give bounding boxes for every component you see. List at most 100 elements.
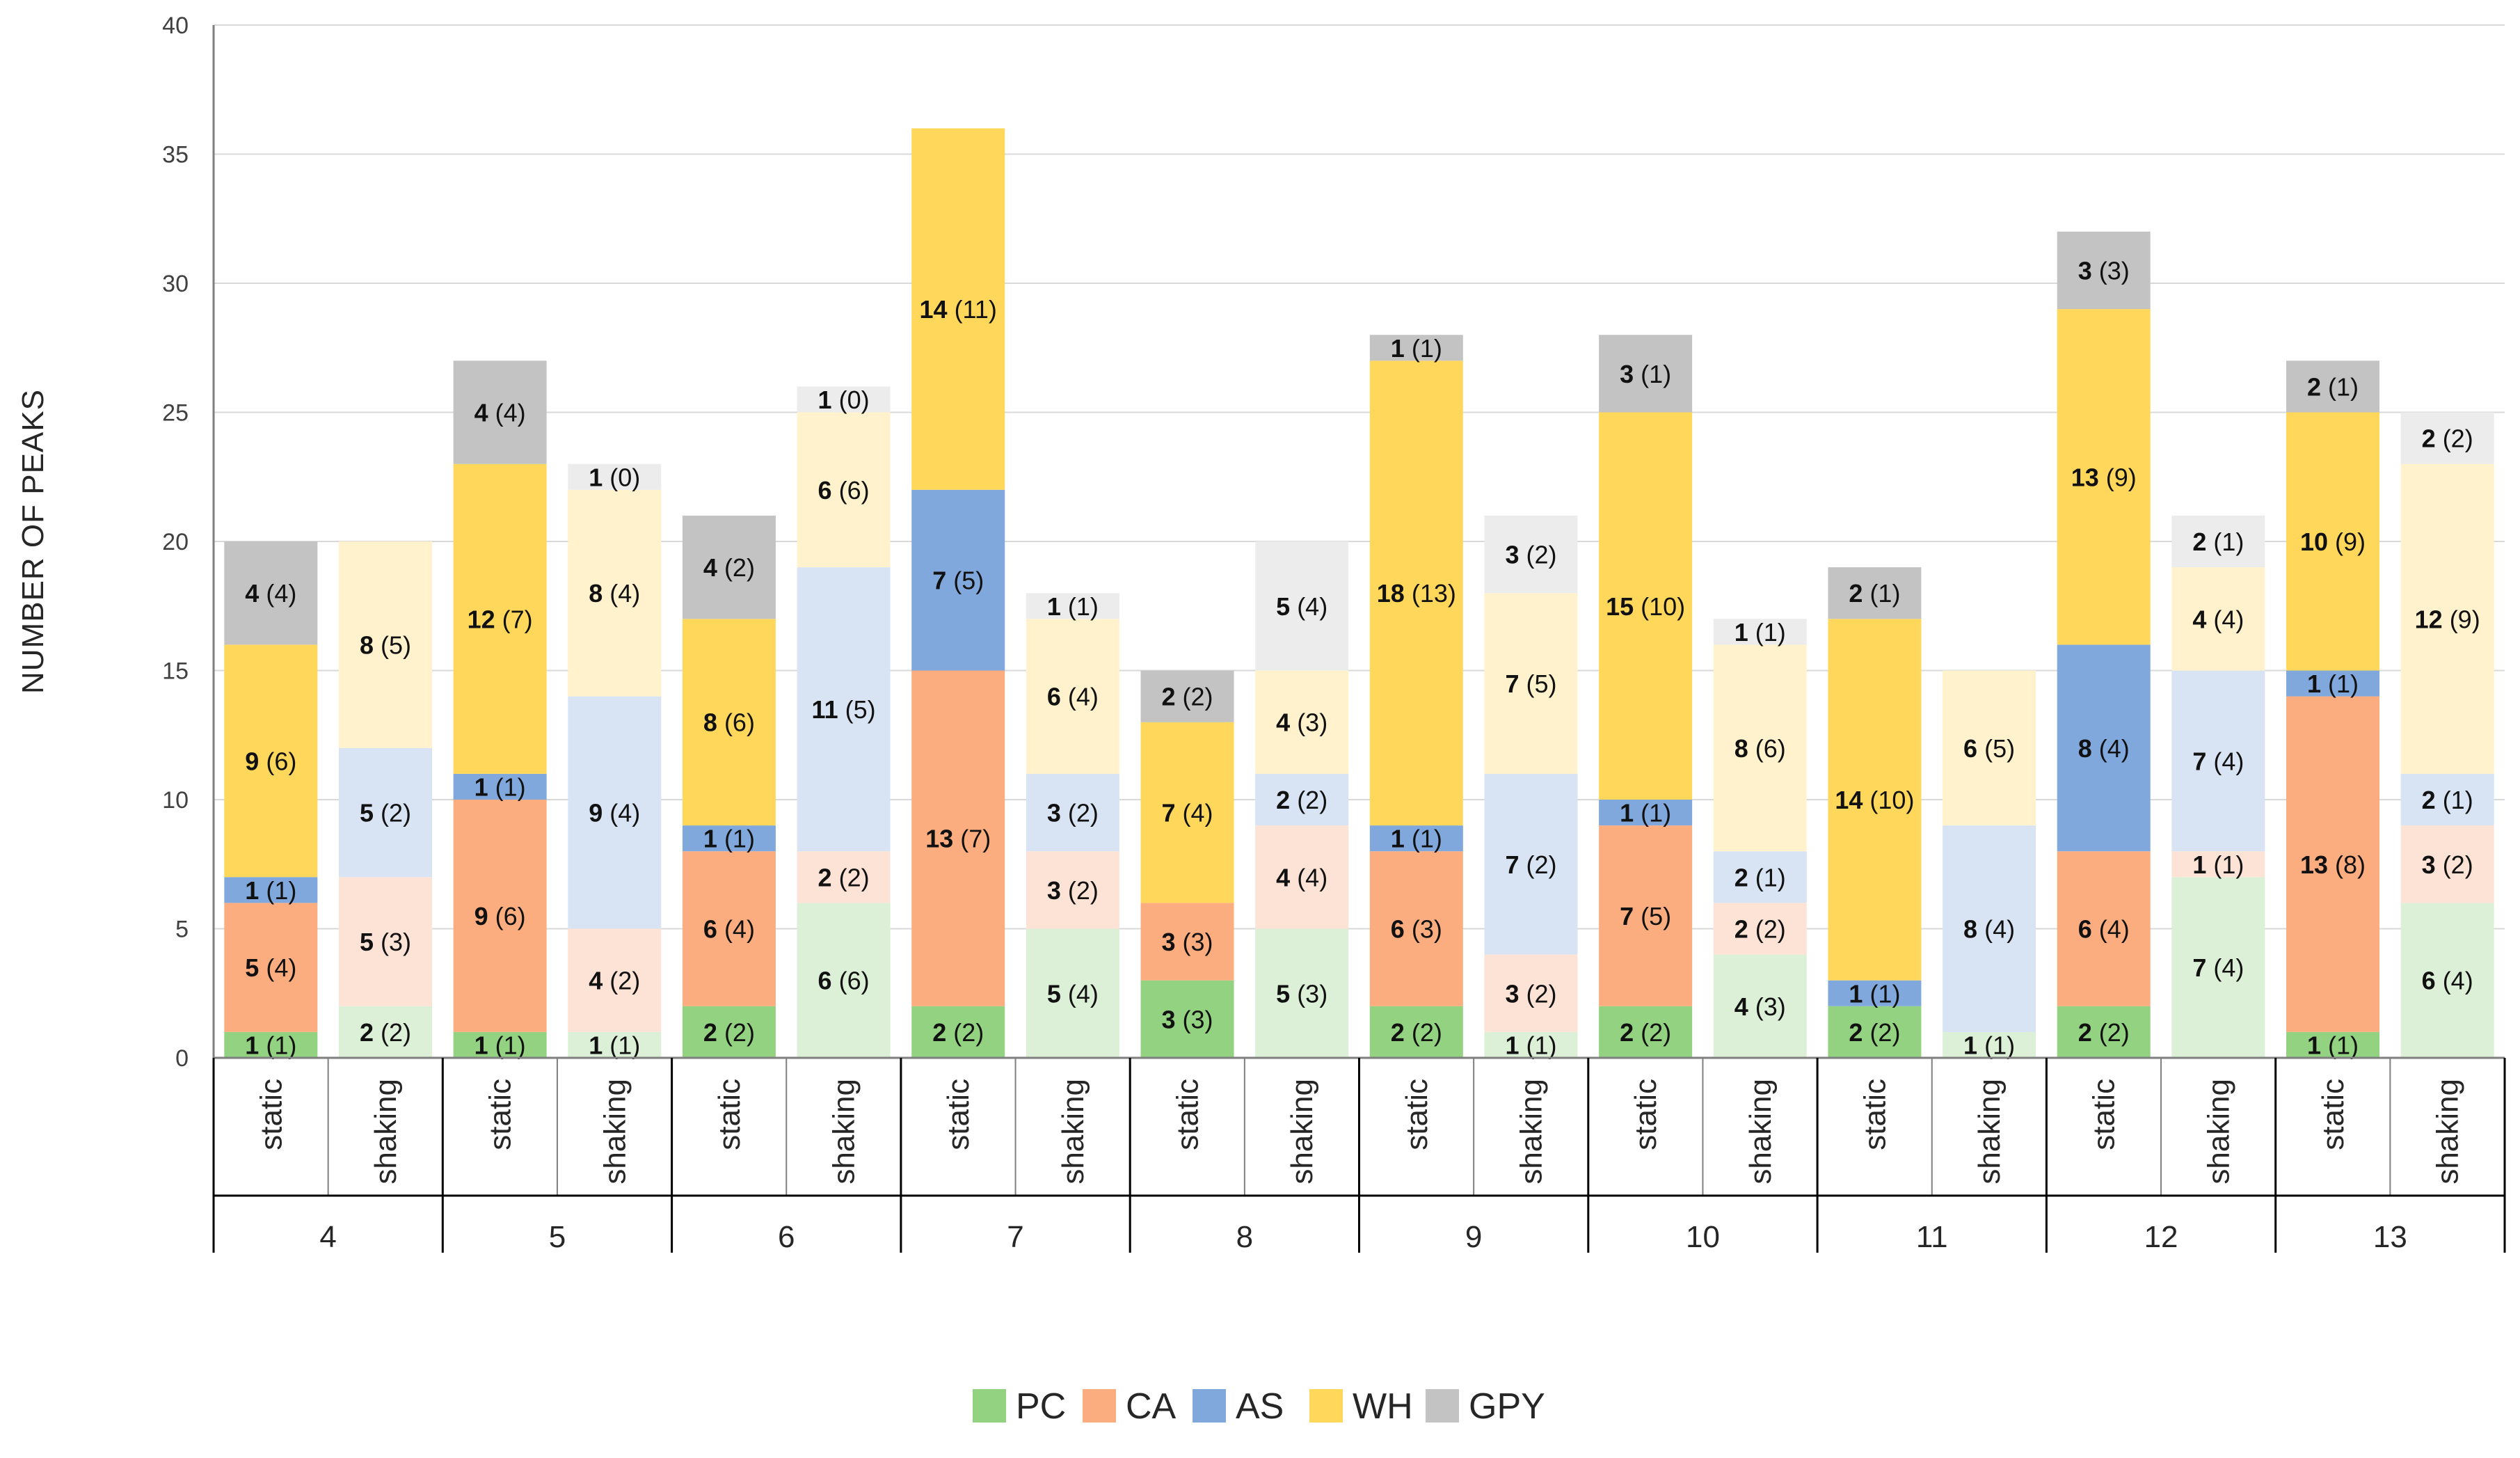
segment-data-label: 2 (1) — [2422, 786, 2473, 814]
bar-segment-as — [797, 567, 891, 852]
y-tick-label: 0 — [175, 1045, 189, 1072]
bar-segment-wh — [2400, 463, 2494, 774]
bar-segment-gpy — [1140, 670, 1234, 722]
bar-segment-gpy — [2400, 412, 2494, 464]
condition-label: shaking — [1514, 1079, 1548, 1184]
bar-segment-ca — [1713, 903, 1807, 955]
segment-data-label: 13 (8) — [2300, 850, 2366, 879]
bar-segment-ca — [911, 670, 1005, 1006]
segment-data-label: 8 (6) — [703, 708, 755, 737]
bar-segment-as — [568, 696, 662, 929]
bar-segment-pc — [797, 903, 891, 1058]
segment-data-label: 1 (1) — [245, 1031, 296, 1059]
bar-segment-wh — [224, 644, 318, 878]
bar-segment-as — [2057, 644, 2151, 852]
condition-label: shaking — [598, 1079, 632, 1184]
condition-label: shaking — [827, 1079, 861, 1184]
segment-data-label: 12 (7) — [468, 605, 533, 633]
group-label: 5 — [549, 1220, 566, 1254]
segment-data-label: 4 (4) — [2192, 605, 2244, 633]
segment-data-label: 3 (3) — [1162, 928, 1213, 956]
group-label: 6 — [778, 1220, 795, 1254]
segment-data-label: 2 (2) — [1391, 1018, 1442, 1047]
segment-data-label: 2 (1) — [1735, 863, 1786, 892]
segment-data-label: 2 (1) — [1849, 579, 1900, 608]
segment-data-label: 1 (1) — [1963, 1031, 2015, 1059]
bar-segment-ca — [2400, 825, 2494, 903]
bar-segment-wh — [1026, 619, 1119, 774]
segment-data-label: 3 (2) — [1505, 979, 1556, 1008]
segment-data-label: 3 (2) — [1047, 799, 1099, 827]
segment-data-label: 8 (5) — [360, 631, 411, 659]
legend-swatch-ca — [1083, 1389, 1116, 1423]
group-label: 7 — [1007, 1220, 1023, 1254]
bar-segment-ca — [1255, 825, 1349, 929]
legend-swatch-as — [1193, 1389, 1226, 1423]
group-label: 13 — [2373, 1220, 2407, 1254]
legend-label-ca: CA — [1126, 1386, 1177, 1427]
segment-data-label: 11 (5) — [812, 695, 876, 724]
condition-label: shaking — [1285, 1079, 1319, 1184]
bar-segment-ca — [568, 928, 662, 1032]
condition-label: static — [1171, 1079, 1205, 1150]
segment-data-label: 12 (9) — [2415, 605, 2480, 633]
bar-segment-pc — [224, 1031, 318, 1058]
bar-segment-gpy — [1713, 619, 1807, 645]
segment-data-label: 4 (2) — [589, 967, 640, 995]
segment-data-label: 6 (4) — [2422, 967, 2473, 995]
bar-segment-wh — [1713, 644, 1807, 852]
condition-label: static — [1400, 1079, 1434, 1150]
segment-data-label: 1 (1) — [2192, 850, 2244, 879]
bar-segment-gpy — [1599, 335, 1693, 413]
segment-data-label: 7 (4) — [2192, 953, 2244, 982]
bar-segment-ca — [1599, 825, 1693, 1006]
group-label: 10 — [1686, 1220, 1720, 1254]
segment-data-label: 5 (4) — [245, 953, 296, 982]
segment-data-label: 6 (4) — [2078, 915, 2130, 944]
segment-data-label: 2 (1) — [2192, 528, 2244, 556]
bar-segment-gpy — [2171, 515, 2265, 568]
segment-data-label: 13 (7) — [925, 825, 991, 853]
bar-segment-wh — [1599, 412, 1693, 800]
bar-segment-ca — [453, 800, 547, 1032]
bar-segment-wh — [1943, 670, 2036, 826]
bar-segment-wh — [1255, 670, 1349, 774]
legend-label-gpy: GPY — [1469, 1386, 1545, 1427]
bar-segment-as — [911, 489, 1005, 671]
bar-segment-gpy — [1828, 567, 1922, 619]
bar-segment-wh — [1369, 360, 1463, 826]
segment-data-label: 8 (6) — [1735, 734, 1786, 763]
legend-label-as: AS — [1236, 1386, 1284, 1427]
segment-data-label: 6 (5) — [1963, 734, 2015, 763]
bar-segment-ca — [797, 851, 891, 903]
segment-data-label: 1 (1) — [1047, 592, 1099, 621]
segment-data-label: 2 (1) — [2307, 372, 2359, 401]
segment-data-label: 1 (1) — [2307, 669, 2359, 698]
condition-label: static — [941, 1079, 975, 1150]
segment-data-label: 6 (6) — [818, 476, 870, 505]
segment-data-label: 5 (3) — [1276, 979, 1327, 1008]
bar-segment-wh — [2057, 309, 2151, 645]
y-tick-label: 10 — [162, 787, 189, 814]
bar-segment-pc — [682, 1006, 776, 1058]
group-label: 12 — [2144, 1220, 2178, 1254]
bar-segment-as — [453, 773, 547, 800]
bar-segment-wh — [682, 619, 776, 826]
segment-data-label: 1 (1) — [1620, 799, 1671, 827]
bar-segment-as — [1484, 773, 1578, 955]
bar-segment-as — [1026, 773, 1119, 852]
segment-data-label: 2 (2) — [818, 863, 870, 892]
segment-data-label: 4 (4) — [245, 579, 296, 608]
segment-data-label: 7 (5) — [932, 566, 984, 595]
bar-segment-wh — [1828, 619, 1922, 981]
condition-label: shaking — [2201, 1079, 2235, 1184]
bar-segment-ca — [1140, 903, 1234, 981]
segment-data-label: 1 (1) — [245, 876, 296, 905]
bar-segment-wh — [911, 128, 1005, 490]
bar-segment-wh — [453, 463, 547, 774]
segment-data-label: 3 (2) — [2422, 850, 2473, 879]
bar-segment-ca — [224, 903, 318, 1032]
segment-data-label: 1 (1) — [589, 1031, 640, 1059]
bar-segment-gpy — [568, 463, 662, 490]
